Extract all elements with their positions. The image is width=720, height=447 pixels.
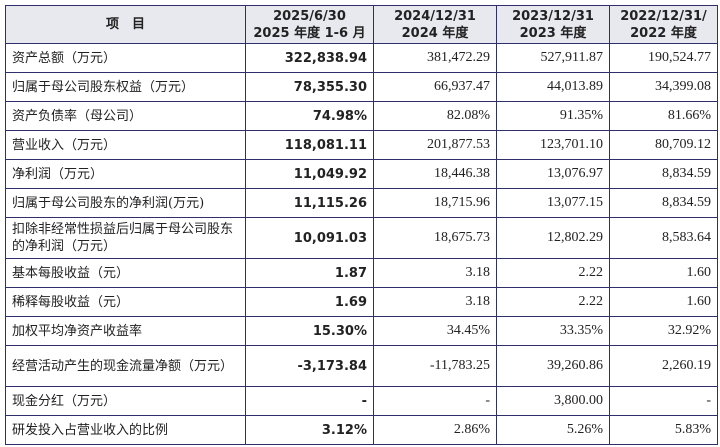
table-row: 营业收入（万元） 118,081.11 201,877.53 123,701.10 80…	[5, 130, 718, 160]
row-label: 净利润（万元）	[5, 159, 246, 189]
value-cell: 5.26%	[496, 415, 610, 445]
value-cell: 11,115.26	[245, 188, 374, 218]
value-cell: 66,937.47	[373, 72, 497, 102]
value-cell: 34,399.08	[609, 72, 718, 102]
value-cell: 8,583.64	[609, 217, 718, 259]
value-cell: 2.22	[496, 287, 610, 317]
header-line: 2022/12/31/	[620, 8, 707, 24]
row-label: 归属于母公司股东的净利润(万元)	[5, 188, 246, 218]
value-cell: 1.69	[245, 287, 374, 317]
header-period-4: 2022/12/31/2022 年度	[609, 5, 718, 44]
row-label: 扣除非经常性损益后归属于母公司股东的净利润（万元）	[5, 217, 246, 259]
value-cell: 44,013.89	[496, 72, 610, 102]
table-row: 现金分红（万元） - -3,800.00-	[5, 386, 718, 416]
row-label: 研发投入占营业收入的比例	[5, 415, 246, 445]
value-cell: 2,260.19	[609, 345, 718, 387]
header-line: 2023/12/31	[512, 8, 594, 24]
value-cell: 78,355.30	[245, 72, 374, 102]
row-label: 资产总额（万元）	[5, 43, 246, 73]
value-cell: -11,783.25	[373, 345, 497, 387]
value-cell: 12,802.29	[496, 217, 610, 259]
value-cell: 13,077.15	[496, 188, 610, 218]
table-row: 资产总额（万元） 322,838.94 381,472.29 527,911.87 19…	[5, 43, 718, 73]
value-cell: 190,524.77	[609, 43, 718, 73]
row-label: 资产负债率（母公司）	[5, 101, 246, 131]
row-label: 稀释每股收益（元）	[5, 287, 246, 317]
value-cell: 2.86%	[373, 415, 497, 445]
header-line: 2023 年度	[519, 25, 587, 41]
value-cell: 3.18	[373, 287, 497, 317]
value-cell: -	[373, 386, 497, 416]
table-row: 经营活动产生的现金流量净额（万元） -3,173.84 -11,783.25 39,2…	[5, 345, 718, 387]
value-cell: 381,472.29	[373, 43, 497, 73]
header-line: 2024/12/31	[394, 8, 476, 24]
header-line: 2024 年度	[401, 25, 469, 41]
value-cell: 18,715.96	[373, 188, 497, 218]
table-row: 资产负债率（母公司） 74.98% 82.08% 91.35% 81.66%	[5, 101, 718, 131]
row-label: 加权平均净资产收益率	[5, 316, 246, 346]
header-period-1: 2025/6/30 2025 年度 1-6 月	[245, 5, 374, 44]
value-cell: 322,838.94	[245, 43, 374, 73]
table-row: 研发投入占营业收入的比例 3.12% 2.86% 5.26% 5.83%	[5, 415, 718, 445]
table-row: 稀释每股收益（元） 1.69 3.18 2.22 1.60	[5, 287, 718, 317]
value-cell: 201,877.53	[373, 130, 497, 160]
value-cell: -	[245, 386, 374, 416]
value-cell: 34.45%	[373, 316, 497, 346]
value-cell: 13,076.97	[496, 159, 610, 189]
table-row: 加权平均净资产收益率 15.30% 34.45% 33.35% 32.92%	[5, 316, 718, 346]
value-cell: -3,173.84	[245, 345, 374, 387]
value-cell: 1.87	[245, 258, 374, 288]
value-cell: 3,800.00	[496, 386, 610, 416]
value-cell: 118,081.11	[245, 130, 374, 160]
value-cell: 33.35%	[496, 316, 610, 346]
value-cell: 18,675.73	[373, 217, 497, 259]
value-cell: 32.92%	[609, 316, 718, 346]
value-cell: 527,911.87	[496, 43, 610, 73]
value-cell: 80,709.12	[609, 130, 718, 160]
value-cell: 18,446.38	[373, 159, 497, 189]
value-cell: 8,834.59	[609, 159, 718, 189]
value-cell: 74.98%	[245, 101, 374, 131]
value-cell: 8,834.59	[609, 188, 718, 218]
value-cell: 123,701.10	[496, 130, 610, 160]
table-row: 扣除非经常性损益后归属于母公司股东的净利润（万元） 10,091.03 18,675…	[5, 217, 718, 259]
row-label: 基本每股收益（元）	[5, 258, 246, 288]
value-cell: 5.83%	[609, 415, 718, 445]
header-period-2: 2024/12/31 2024 年度	[373, 5, 497, 44]
table-row: 基本每股收益（元） 1.87 3.18 2.22 1.60	[5, 258, 718, 288]
header-line: 2025 年度 1-6 月	[253, 25, 366, 41]
header-line: 2022 年度	[630, 25, 697, 41]
header-item: 项 目	[5, 5, 246, 44]
value-cell: 15.30%	[245, 316, 374, 346]
table-row: 归属于母公司股东权益（万元） 78,355.30 66,937.47 44,013.8…	[5, 72, 718, 102]
value-cell: 2.22	[496, 258, 610, 288]
header-period-3: 2023/12/31 2023 年度	[496, 5, 610, 44]
table-row: 净利润（万元） 11,049.92 18,446.38 13,076.97 8,834.…	[5, 159, 718, 189]
row-label: 归属于母公司股东权益（万元）	[5, 72, 246, 102]
value-cell: 1.60	[609, 258, 718, 288]
header-line: 2025/6/30	[273, 8, 346, 24]
value-cell: 81.66%	[609, 101, 718, 131]
value-cell: 39,260.86	[496, 345, 610, 387]
value-cell: 11,049.92	[245, 159, 374, 189]
value-cell: 91.35%	[496, 101, 610, 131]
value-cell: 10,091.03	[245, 217, 374, 259]
value-cell: 1.60	[609, 287, 718, 317]
value-cell: 82.08%	[373, 101, 497, 131]
header-row: 项 目 2025/6/30 2025 年度 1-6 月 2024/12/31 2024 …	[5, 5, 718, 44]
value-cell: -	[609, 386, 718, 416]
table-row: 归属于母公司股东的净利润(万元) 11,115.26 18,715.96 13,077…	[5, 188, 718, 218]
row-label: 现金分红（万元）	[5, 386, 246, 416]
row-label: 营业收入（万元）	[5, 130, 246, 160]
financial-summary-table: 项 目 2025/6/30 2025 年度 1-6 月 2024/12/31 2024 …	[5, 5, 718, 445]
row-label: 经营活动产生的现金流量净额（万元）	[5, 345, 246, 387]
value-cell: 3.12%	[245, 415, 374, 445]
header-line: 项 目	[105, 17, 145, 32]
value-cell: 3.18	[373, 258, 497, 288]
